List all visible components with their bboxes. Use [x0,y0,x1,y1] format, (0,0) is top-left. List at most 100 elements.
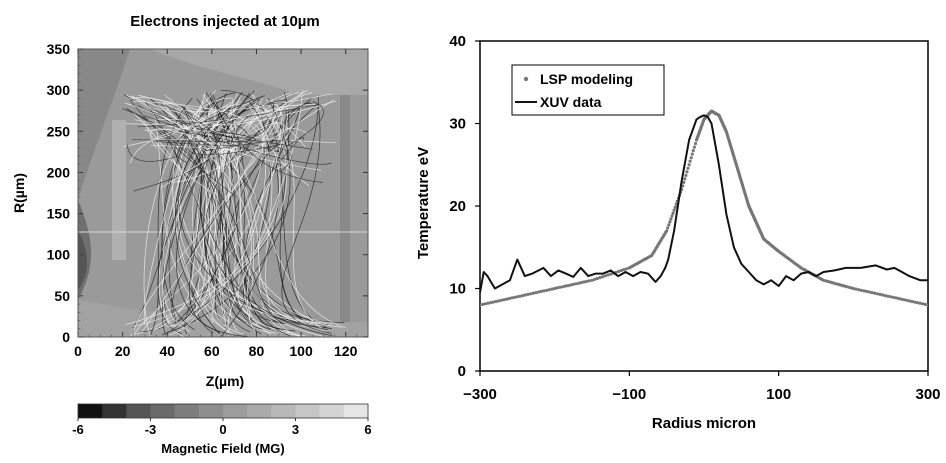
electron-trajectory [151,89,308,332]
electron-trajectory [174,95,266,164]
electron-trajectory [132,103,287,327]
electron-trajectory [279,92,328,330]
electron-trajectory [187,111,284,156]
colorbar-swatch-8 [271,404,296,418]
lsp-point [494,299,498,304]
lsp-point [894,296,898,300]
left-x-tick-label-1: 20 [115,343,131,359]
lsp-point [854,287,858,291]
lsp-point [601,275,605,279]
electron-trajectory [124,102,201,141]
lsp-point [585,279,589,283]
lsp-point [619,268,623,273]
lsp-point [685,170,689,174]
lsp-point [502,298,506,302]
electron-trajectory [125,105,280,325]
field-region-negative [78,49,130,200]
electron-trajectory [254,120,296,154]
lsp-point [542,289,546,293]
right-y-tick-label-0: 0 [458,363,466,380]
colorbar: -6 -3 0 3 6 [72,403,372,437]
right-y-tick-label-2: 20 [449,198,466,215]
colorbar-swatch-5 [198,404,224,418]
series-xuv-data [480,114,928,293]
left-y-tick-label-2: 100 [47,247,71,263]
right-x-tick-label-2: 100 [766,386,791,403]
electron-trajectory [286,101,324,147]
magnetic-field-panel: Electrons injected at 10µm 0 20 40 60 80 100 1… [11,13,372,456]
electron-trajectory [190,93,227,334]
lsp-point [523,293,527,297]
lsp-point [507,296,511,301]
lsp-point [691,149,695,153]
colorbar-label: Magnetic Field (MG) [161,441,285,456]
colorbar-tick-label-2: 0 [219,422,226,437]
field-region-upper [150,49,368,95]
electron-trajectory [220,101,279,337]
electron-trajectory [214,103,284,333]
lsp-point [539,289,543,293]
electron-trajectory [216,106,286,330]
electron-trajectory [130,109,230,334]
left-x-tick-label-0: 0 [74,343,82,359]
left-x-tick-label-2: 40 [159,343,175,359]
series-lsp-modeling [480,109,928,307]
left-chart-title: Electrons injected at 10µm [130,13,320,30]
right-x-tick-label-0: −300 [463,386,497,403]
electron-trajectory [174,99,335,183]
electron-trajectory [174,106,232,335]
lsp-point [499,298,503,302]
right-x-tick-label-1: −100 [612,386,646,403]
electron-trajectory [227,93,303,331]
lsp-point [918,301,922,305]
lsp-point [686,166,690,170]
lsp-point [687,163,691,167]
electron-trajectory [150,128,215,149]
lsp-point [622,268,626,272]
lsp-point [867,290,871,294]
right-y-axis-label: Temperature eV [415,147,432,259]
electron-trajectory [207,100,337,126]
lsp-point [510,296,514,300]
lsp-point [886,294,890,298]
lsp-point [566,284,570,288]
lsp-point [526,292,530,296]
lsp-point [534,291,538,295]
electron-trajectory [161,122,280,188]
lsp-point [625,267,629,271]
lsp-point [891,295,895,299]
electron-trajectory [148,96,283,324]
electron-trajectory [274,146,292,172]
lsp-point [550,287,554,291]
colorbar-swatch-7 [247,404,272,418]
lsp-point [857,288,861,292]
colorbar-tick-label-1: -3 [145,422,157,437]
lsp-point [667,223,671,227]
lsp-point [582,280,586,284]
electron-trajectory [144,122,214,194]
lsp-point [590,278,594,282]
electron-trajectory [274,109,288,173]
lsp-point [577,281,581,285]
left-x-tick-label-5: 100 [289,343,313,359]
electron-trajectory [244,107,345,324]
lsp-point [913,300,917,304]
left-y-tick-label-3: 150 [47,206,71,222]
lsp-point [574,282,578,286]
electron-trajectory [145,102,290,337]
legend: LSP modeling XUV data [511,64,665,116]
colorbar-swatch-4 [174,404,200,418]
electron-trajectory [140,97,319,333]
legend-box [511,64,665,116]
electron-trajectory [209,93,323,183]
lsp-point [617,269,621,273]
left-x-tick-label-4: 80 [249,343,265,359]
electron-trajectory [179,126,206,159]
lsp-point [672,208,676,212]
lsp-point [870,291,874,295]
electron-trajectory [159,106,207,323]
field-region-positive [112,120,126,260]
lsp-point [875,292,879,296]
colorbar-swatch-1 [102,404,127,418]
